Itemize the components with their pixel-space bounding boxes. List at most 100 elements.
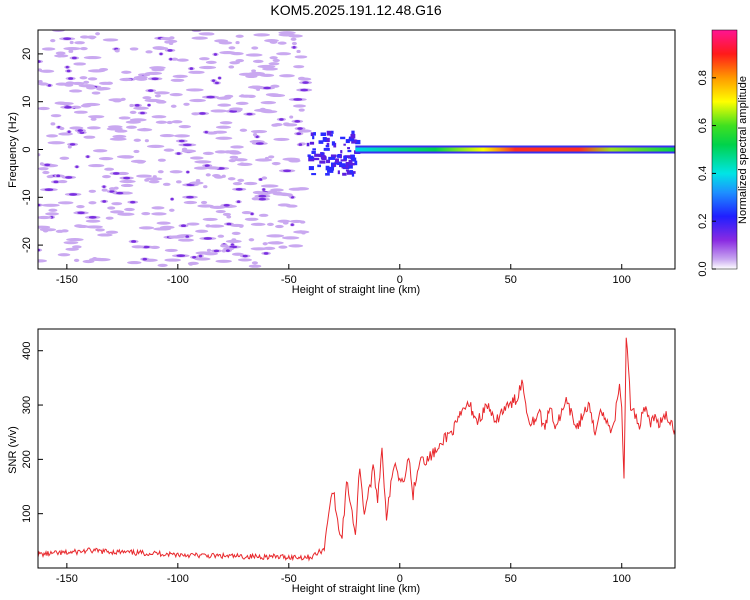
noise-speckle (169, 170, 183, 174)
onset-cell (350, 157, 357, 162)
noise-speckle-core (178, 139, 185, 143)
noise-speckle (172, 74, 188, 78)
noise-speckle-core (198, 254, 203, 258)
noise-speckle (71, 81, 85, 86)
noise-speckle (124, 207, 135, 212)
noise-speckle-core (204, 130, 208, 134)
noise-speckle (215, 259, 232, 263)
noise-speckle (233, 158, 248, 162)
noise-speckle (279, 74, 295, 78)
noise-speckle (277, 41, 287, 45)
noise-speckle (83, 55, 102, 60)
noise-speckle (95, 32, 100, 36)
noise-speckle (63, 47, 82, 51)
onset-cell (308, 166, 314, 171)
noise-speckle (181, 147, 188, 151)
noise-speckle (289, 115, 294, 119)
noise-speckle (237, 178, 245, 182)
noise-speckle-core (130, 200, 136, 204)
noise-speckle (45, 212, 59, 216)
noise-speckle (38, 68, 43, 72)
noise-speckle (114, 49, 120, 53)
top-x-tick-label: 0 (397, 274, 403, 286)
noise-speckle (189, 98, 206, 103)
noise-speckle (198, 57, 210, 61)
noise-speckle (268, 62, 280, 66)
noise-speckle (87, 77, 98, 81)
noise-speckle-core (229, 109, 238, 113)
noise-speckle (226, 215, 232, 219)
onset-cell (337, 154, 342, 158)
noise-speckle (253, 33, 271, 37)
noise-speckle (156, 221, 171, 225)
noise-speckle-core (123, 176, 131, 180)
noise-speckle (96, 87, 106, 91)
noise-speckle (41, 203, 60, 207)
noise-speckle (83, 80, 90, 84)
noise-speckle-core (112, 172, 120, 175)
colorbar-label: Normalized spectral amplitude (737, 76, 749, 224)
noise-speckle (210, 109, 227, 113)
noise-speckle-core (290, 195, 295, 199)
noise-speckle (129, 110, 137, 114)
noise-speckle (195, 229, 209, 233)
noise-speckle (195, 178, 201, 183)
onset-cell (306, 142, 310, 147)
colorbar-ticks: 0.0 0.2 0.4 0.6 0.8 (697, 70, 716, 277)
top-x-axis-label: Height of straight line (km) (292, 284, 420, 296)
noise-speckle (283, 122, 290, 126)
noise-speckle (133, 106, 149, 110)
noise-speckle (246, 72, 265, 76)
onset-cell (347, 147, 351, 150)
noise-speckle-core (176, 152, 181, 155)
noise-speckle (133, 149, 140, 154)
noise-speckle (215, 136, 233, 140)
noise-speckle-core (258, 194, 267, 198)
noise-speckle (262, 242, 268, 246)
noise-speckle (237, 162, 253, 166)
noise-speckle (299, 220, 306, 224)
noise-speckle (38, 82, 49, 86)
noise-speckle-core (56, 174, 61, 178)
noise-speckle (73, 62, 86, 66)
noise-speckle (175, 180, 182, 184)
noise-speckle (183, 200, 198, 205)
noise-speckle (168, 235, 185, 239)
noise-speckle (102, 175, 111, 179)
noise-speckle (176, 58, 189, 62)
noise-speckle-core (279, 118, 284, 121)
onset-cell (310, 132, 314, 137)
onset-cell (339, 163, 346, 168)
bottom-x-tick-label: 100 (613, 573, 631, 585)
noise-speckle-core (67, 130, 71, 134)
onset-cell (348, 159, 353, 165)
noise-speckle-core (213, 249, 220, 253)
noise-speckle (127, 260, 142, 265)
colorbar-tick-label: 0.6 (697, 118, 709, 133)
noise-speckle (98, 157, 114, 161)
noise-speckle-core (88, 216, 97, 219)
noise-speckle (169, 93, 183, 97)
noise-speckle (41, 47, 56, 51)
noise-speckle-core (189, 67, 194, 70)
noise-speckle (97, 233, 113, 237)
onset-cell (348, 162, 355, 166)
colorbar: 0.0 0.2 0.4 0.6 0.8 Normalized spectral ampl… (697, 29, 749, 277)
noise-speckle-core (68, 77, 74, 80)
noise-speckle-core (66, 69, 71, 73)
noise-speckle-core (213, 53, 218, 56)
noise-speckle (230, 145, 244, 149)
onset-cell (348, 138, 355, 142)
noise-speckle (228, 159, 236, 163)
noise-speckle (214, 39, 229, 43)
onset-cell (326, 137, 330, 143)
noise-speckle (137, 128, 153, 132)
noise-speckle (231, 231, 241, 235)
noise-speckle (238, 224, 244, 228)
noise-speckle (145, 50, 153, 54)
noise-speckle (117, 212, 135, 216)
onset-cell (343, 143, 346, 146)
noise-speckle-core (262, 188, 266, 191)
noise-speckle (251, 197, 259, 201)
